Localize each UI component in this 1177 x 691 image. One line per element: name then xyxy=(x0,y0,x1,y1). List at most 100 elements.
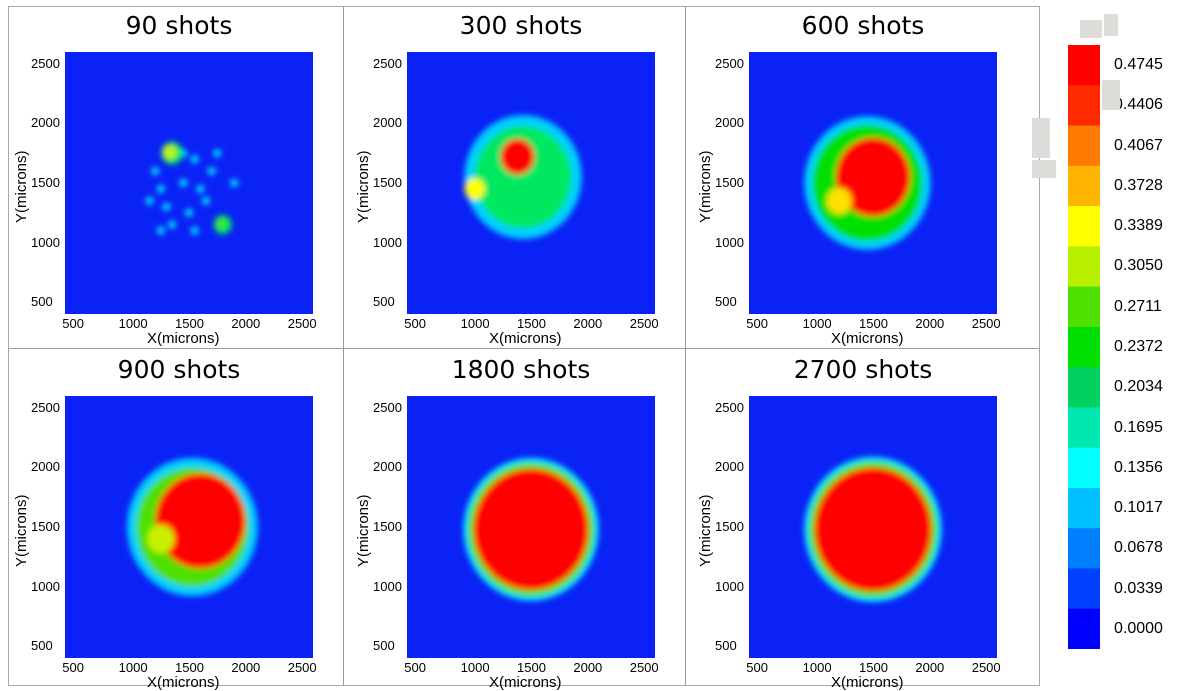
y-tick-label: 1000 xyxy=(31,578,60,594)
y-tick-label: 1500 xyxy=(31,519,60,534)
heatmap-region xyxy=(500,138,535,175)
heatmap-plot-area xyxy=(749,52,997,314)
x-tick-label: 500 xyxy=(746,316,768,331)
heatmap-plot-area xyxy=(407,396,655,658)
heatmap-region xyxy=(163,145,177,159)
colorbar-gradient xyxy=(1068,45,1100,650)
colorbar-tick-label: 0.0000 xyxy=(1114,619,1163,637)
panel-divider xyxy=(343,7,344,685)
y-tick-label: 2000 xyxy=(31,115,60,131)
colorbar-segment xyxy=(1068,85,1100,127)
y-tick-label: 2500 xyxy=(373,55,402,71)
heatmap-region xyxy=(826,187,852,214)
heatmap-spot xyxy=(185,208,193,217)
x-axis-label: X(microns) xyxy=(147,674,220,691)
y-tick-label: 2500 xyxy=(715,399,744,415)
heatmap-plot-area xyxy=(749,396,997,658)
heatmap-spot xyxy=(230,179,239,187)
colorbar-tick-label: 0.3389 xyxy=(1114,217,1163,235)
y-tick-label: 1500 xyxy=(373,175,402,190)
x-tick-label: 2500 xyxy=(287,316,317,331)
x-tick-label: 1500 xyxy=(175,316,204,331)
heatmap-region xyxy=(464,178,485,200)
x-tick-label: 1500 xyxy=(175,660,204,675)
heatmap-spot xyxy=(156,184,165,193)
x-tick-label: 500 xyxy=(746,660,768,675)
y-tick-label: 2500 xyxy=(715,55,744,71)
x-tick-label: 1000 xyxy=(802,660,832,675)
colorbar-tick-label: 0.4406 xyxy=(1114,96,1163,114)
colorbar xyxy=(1068,45,1100,650)
y-tick-label: 2500 xyxy=(31,399,60,415)
heatmap-spot xyxy=(201,196,210,205)
colorbar-tick-label: 0.1695 xyxy=(1114,418,1163,436)
colorbar-segment xyxy=(1068,367,1100,408)
x-axis-label: X(microns) xyxy=(147,330,220,347)
panel-title: 90 shots xyxy=(125,11,233,40)
x-tick-label: 2500 xyxy=(287,660,317,675)
x-tick-label: 1000 xyxy=(460,316,490,331)
y-tick-label: 2000 xyxy=(715,115,744,131)
colorbar-segment xyxy=(1068,447,1100,489)
colorbar-segment xyxy=(1068,487,1100,529)
x-tick-label: 2500 xyxy=(971,316,1001,331)
y-tick-label: 2500 xyxy=(373,399,402,415)
panel-divider xyxy=(9,348,1039,349)
panel-title: 2700 shots xyxy=(793,355,933,384)
heatmap-spot xyxy=(213,149,222,158)
y-tick-label: 1500 xyxy=(715,519,744,534)
colorbar-tick-label: 0.0678 xyxy=(1114,539,1163,557)
x-tick-label: 2000 xyxy=(573,316,603,331)
heatmap-spot xyxy=(156,226,165,235)
x-tick-label: 500 xyxy=(404,316,426,331)
heatmap-region-group xyxy=(804,456,942,603)
heatmap-spot xyxy=(207,167,216,176)
y-tick-label: 1000 xyxy=(715,234,744,250)
x-tick-label: 500 xyxy=(62,660,84,675)
colorbar-segment xyxy=(1068,206,1100,247)
heatmap-plot-area xyxy=(65,52,313,314)
x-tick-label: 2000 xyxy=(573,660,603,675)
y-tick-label: 500 xyxy=(715,294,737,310)
colorbar-tick-label: 0.1356 xyxy=(1114,458,1163,476)
colorbar-tick-label: 0.1017 xyxy=(1114,499,1163,517)
heatmap-region-group xyxy=(463,457,599,601)
heatmap-spot xyxy=(190,226,199,235)
y-tick-label: 500 xyxy=(715,638,737,654)
heatmap-plot-area xyxy=(65,396,313,658)
heatmap-panel: 900 shots 500 1000 1500 2000 2500 500 1000 1500 2… xyxy=(9,351,349,691)
colorbar-tick-label: 0.3050 xyxy=(1114,257,1163,275)
y-tick-label: 1000 xyxy=(715,578,744,594)
y-tick-label: 2000 xyxy=(31,459,60,475)
colorbar-segment xyxy=(1068,608,1100,650)
y-axis-label: Y(microns) xyxy=(697,150,714,223)
y-tick-label: 2500 xyxy=(31,55,60,71)
x-tick-label: 500 xyxy=(404,660,426,675)
y-axis-label: Y(microns) xyxy=(355,150,372,223)
heatmap-spot xyxy=(162,202,171,211)
heatmap-spot xyxy=(151,167,160,176)
x-tick-label: 1000 xyxy=(802,316,832,331)
heatmap-svg xyxy=(749,396,997,658)
heatmap-svg xyxy=(407,52,655,314)
colorbar-tick-label: 0.2372 xyxy=(1114,338,1163,355)
heatmap-region xyxy=(835,137,911,217)
y-tick-label: 500 xyxy=(373,294,395,310)
heatmap-background xyxy=(65,52,313,314)
x-tick-label: 2500 xyxy=(629,316,659,331)
colorbar-segment xyxy=(1068,286,1100,328)
heatmap-region-group xyxy=(145,141,239,235)
colorbar-tick-label: 0.2034 xyxy=(1114,378,1163,396)
y-tick-label: 1000 xyxy=(373,234,402,250)
colorbar-segment xyxy=(1068,45,1100,86)
heatmap-panel: 1800 shots 500 1000 1500 2000 2500 500 1000 1500… xyxy=(351,351,691,691)
x-tick-label: 2000 xyxy=(915,660,945,675)
y-axis-label: Y(microns) xyxy=(355,494,372,567)
heatmap-svg xyxy=(65,396,313,658)
x-tick-label: 500 xyxy=(62,316,84,331)
panel-title: 300 shots xyxy=(459,11,583,40)
heatmap-region-group xyxy=(804,116,931,250)
heatmap-region xyxy=(473,468,589,591)
figure-grid: 90 shots 500 1000 1500 2000 2500 500 1000 1500 20… xyxy=(8,6,1040,691)
decorative-mark xyxy=(1080,20,1102,38)
